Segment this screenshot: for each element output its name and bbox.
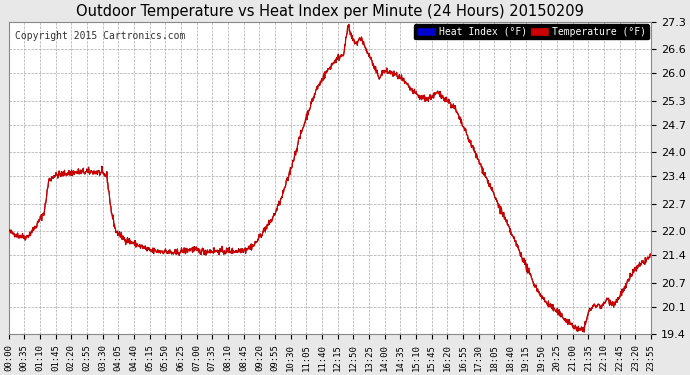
Text: Copyright 2015 Cartronics.com: Copyright 2015 Cartronics.com [15, 31, 186, 41]
Legend: Heat Index (°F), Temperature (°F): Heat Index (°F), Temperature (°F) [413, 24, 649, 39]
Title: Outdoor Temperature vs Heat Index per Minute (24 Hours) 20150209: Outdoor Temperature vs Heat Index per Mi… [76, 4, 584, 19]
